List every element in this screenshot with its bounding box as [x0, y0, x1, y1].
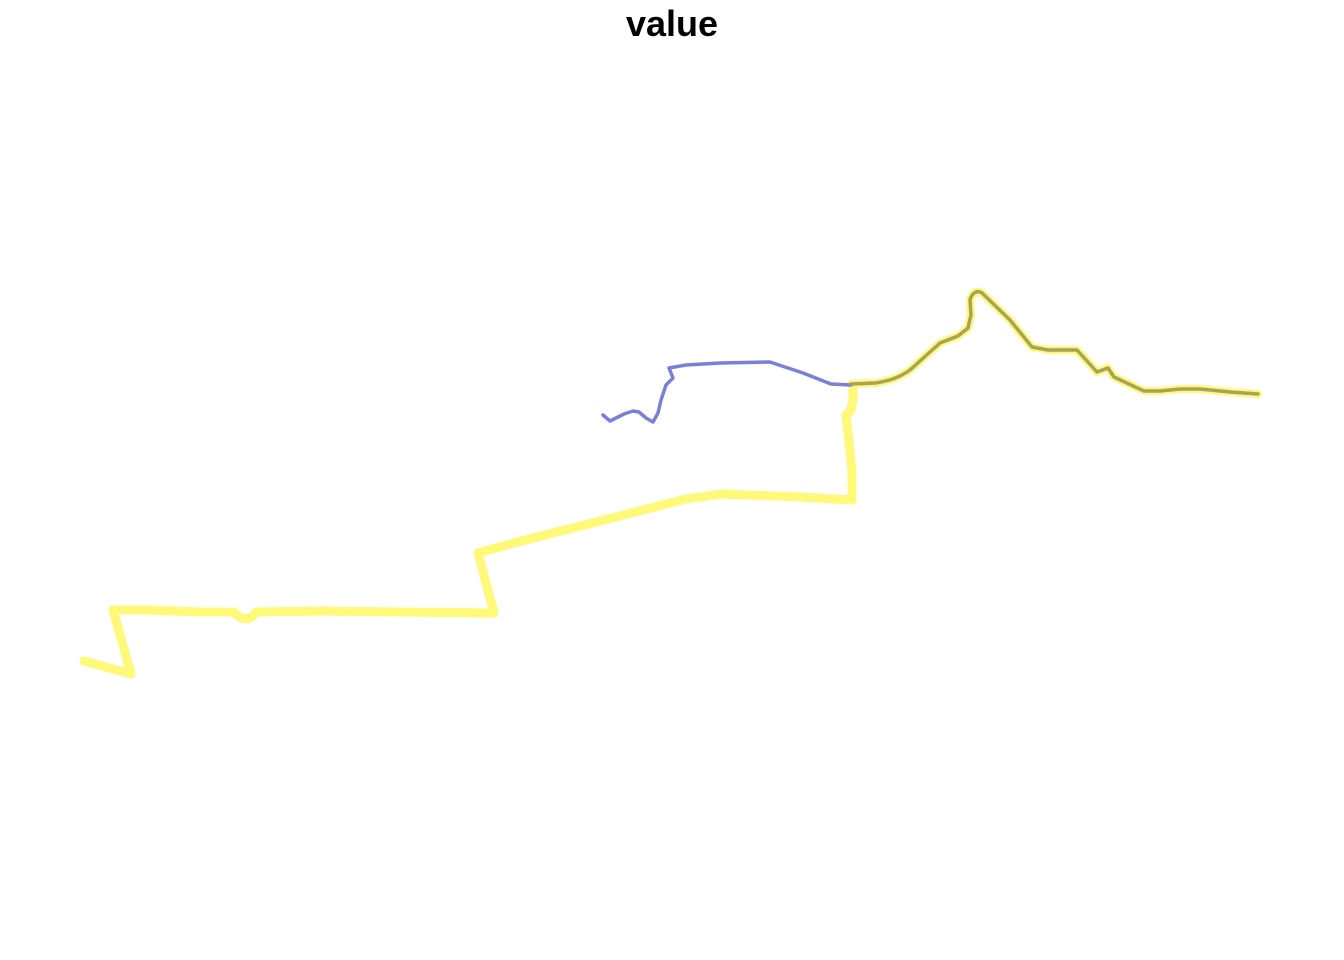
route-layer: [79, 287, 1262, 679]
east-route-halo: [847, 287, 1262, 398]
thin-route-line: [601, 360, 853, 424]
thick-route-line: [79, 379, 858, 679]
map-title: value: [625, 3, 719, 44]
overlap-route-line: [849, 289, 1260, 396]
